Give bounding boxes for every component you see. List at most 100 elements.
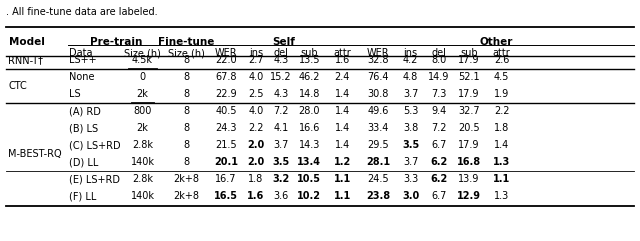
Text: 52.1: 52.1 <box>458 73 480 82</box>
Text: 23.8: 23.8 <box>366 191 390 201</box>
Text: 16.6: 16.6 <box>299 123 320 134</box>
Text: 12.9: 12.9 <box>457 191 481 201</box>
Text: 15.2: 15.2 <box>270 73 292 82</box>
Text: 3.7: 3.7 <box>273 141 289 150</box>
Text: 8: 8 <box>183 141 189 150</box>
Text: Pre-train: Pre-train <box>90 37 142 47</box>
Text: 3.0: 3.0 <box>402 191 419 201</box>
Text: 7.3: 7.3 <box>431 89 447 100</box>
Text: 800: 800 <box>133 107 152 116</box>
Text: WER: WER <box>367 48 389 58</box>
Text: . All fine-tune data are labeled.: . All fine-tune data are labeled. <box>6 7 158 17</box>
Text: 49.6: 49.6 <box>367 107 388 116</box>
Text: 1.4: 1.4 <box>335 123 350 134</box>
Text: del: del <box>431 48 446 58</box>
Text: 2.0: 2.0 <box>248 157 265 167</box>
Text: 0: 0 <box>140 73 145 82</box>
Text: M-BEST-RQ: M-BEST-RQ <box>8 149 62 159</box>
Text: 20.5: 20.5 <box>458 123 480 134</box>
Text: 16.8: 16.8 <box>457 157 481 167</box>
Text: 1.6: 1.6 <box>335 55 350 65</box>
Text: 2.4: 2.4 <box>335 73 350 82</box>
Text: 6.7: 6.7 <box>431 141 447 150</box>
Text: 2.0: 2.0 <box>248 141 265 150</box>
Text: 2.8k: 2.8k <box>132 174 153 184</box>
Text: 6.2: 6.2 <box>430 174 447 184</box>
Text: Data: Data <box>69 48 93 58</box>
Text: 21.5: 21.5 <box>215 141 237 150</box>
Text: ins: ins <box>249 48 263 58</box>
Text: 3.5: 3.5 <box>273 157 290 167</box>
Text: 10.2: 10.2 <box>298 191 321 201</box>
Text: Size (h): Size (h) <box>168 48 205 58</box>
Text: 8: 8 <box>183 157 189 167</box>
Text: Size (h): Size (h) <box>124 48 161 58</box>
Text: (D) LL: (D) LL <box>69 157 99 167</box>
Text: 40.5: 40.5 <box>215 107 237 116</box>
Text: 32.7: 32.7 <box>458 107 480 116</box>
Text: 1.3: 1.3 <box>494 191 509 201</box>
Text: 17.9: 17.9 <box>458 55 480 65</box>
Text: Self: Self <box>273 37 296 47</box>
Text: 28.0: 28.0 <box>299 107 320 116</box>
Text: (E) LS+RD: (E) LS+RD <box>69 174 120 184</box>
Text: 46.2: 46.2 <box>299 73 320 82</box>
Text: 4.0: 4.0 <box>248 73 264 82</box>
Text: 1.3: 1.3 <box>493 157 510 167</box>
Text: attr: attr <box>493 48 511 58</box>
Text: 7.2: 7.2 <box>431 123 447 134</box>
Text: 2k+8: 2k+8 <box>173 174 200 184</box>
Text: 4.2: 4.2 <box>403 55 419 65</box>
Text: 1.8: 1.8 <box>248 174 264 184</box>
Text: 13.9: 13.9 <box>458 174 479 184</box>
Text: 8: 8 <box>183 89 189 100</box>
Text: None: None <box>69 73 95 82</box>
Text: 17.9: 17.9 <box>458 89 480 100</box>
Text: 67.8: 67.8 <box>215 73 237 82</box>
Text: 3.2: 3.2 <box>273 174 290 184</box>
Text: 1.4: 1.4 <box>335 107 350 116</box>
Text: 10.5: 10.5 <box>298 174 321 184</box>
Text: 1.1: 1.1 <box>333 191 351 201</box>
Text: (A) RD: (A) RD <box>69 107 101 116</box>
Text: 2.8k: 2.8k <box>132 141 153 150</box>
Text: 2k: 2k <box>136 123 148 134</box>
Text: 6.2: 6.2 <box>430 157 447 167</box>
Text: 8: 8 <box>183 73 189 82</box>
Text: 14.8: 14.8 <box>299 89 320 100</box>
Text: 13.5: 13.5 <box>299 55 320 65</box>
Text: (F) LL: (F) LL <box>69 191 97 201</box>
Text: sub: sub <box>460 48 478 58</box>
Text: 14.9: 14.9 <box>428 73 449 82</box>
Text: 1.8: 1.8 <box>494 123 509 134</box>
Text: 76.4: 76.4 <box>367 73 388 82</box>
Text: 4.3: 4.3 <box>273 55 289 65</box>
Text: 1.1: 1.1 <box>333 174 351 184</box>
Text: 8.0: 8.0 <box>431 55 447 65</box>
Text: 3.7: 3.7 <box>403 157 419 167</box>
Text: 2.2: 2.2 <box>494 107 509 116</box>
Text: 3.6: 3.6 <box>273 191 289 201</box>
Text: 8: 8 <box>183 55 189 65</box>
Text: CTC: CTC <box>8 81 27 91</box>
Text: 2.5: 2.5 <box>248 89 264 100</box>
Text: 7.2: 7.2 <box>273 107 289 116</box>
Text: 1.9: 1.9 <box>494 89 509 100</box>
Text: 20.1: 20.1 <box>214 157 238 167</box>
Text: 1.4: 1.4 <box>335 141 350 150</box>
Text: 2k+8: 2k+8 <box>173 191 200 201</box>
Text: LS: LS <box>69 89 81 100</box>
Text: 2.2: 2.2 <box>248 123 264 134</box>
Text: 24.3: 24.3 <box>215 123 237 134</box>
Text: 32.8: 32.8 <box>367 55 388 65</box>
Text: 4.5: 4.5 <box>494 73 509 82</box>
Text: 2.6: 2.6 <box>494 55 509 65</box>
Text: WER: WER <box>214 48 237 58</box>
Text: 4.5k: 4.5k <box>132 55 153 65</box>
Text: 22.9: 22.9 <box>215 89 237 100</box>
Text: sub: sub <box>301 48 318 58</box>
Text: 1.4: 1.4 <box>494 141 509 150</box>
Text: LS++: LS++ <box>69 55 97 65</box>
Text: (C) LS+RD: (C) LS+RD <box>69 141 121 150</box>
Text: Fine-tune: Fine-tune <box>158 37 214 47</box>
